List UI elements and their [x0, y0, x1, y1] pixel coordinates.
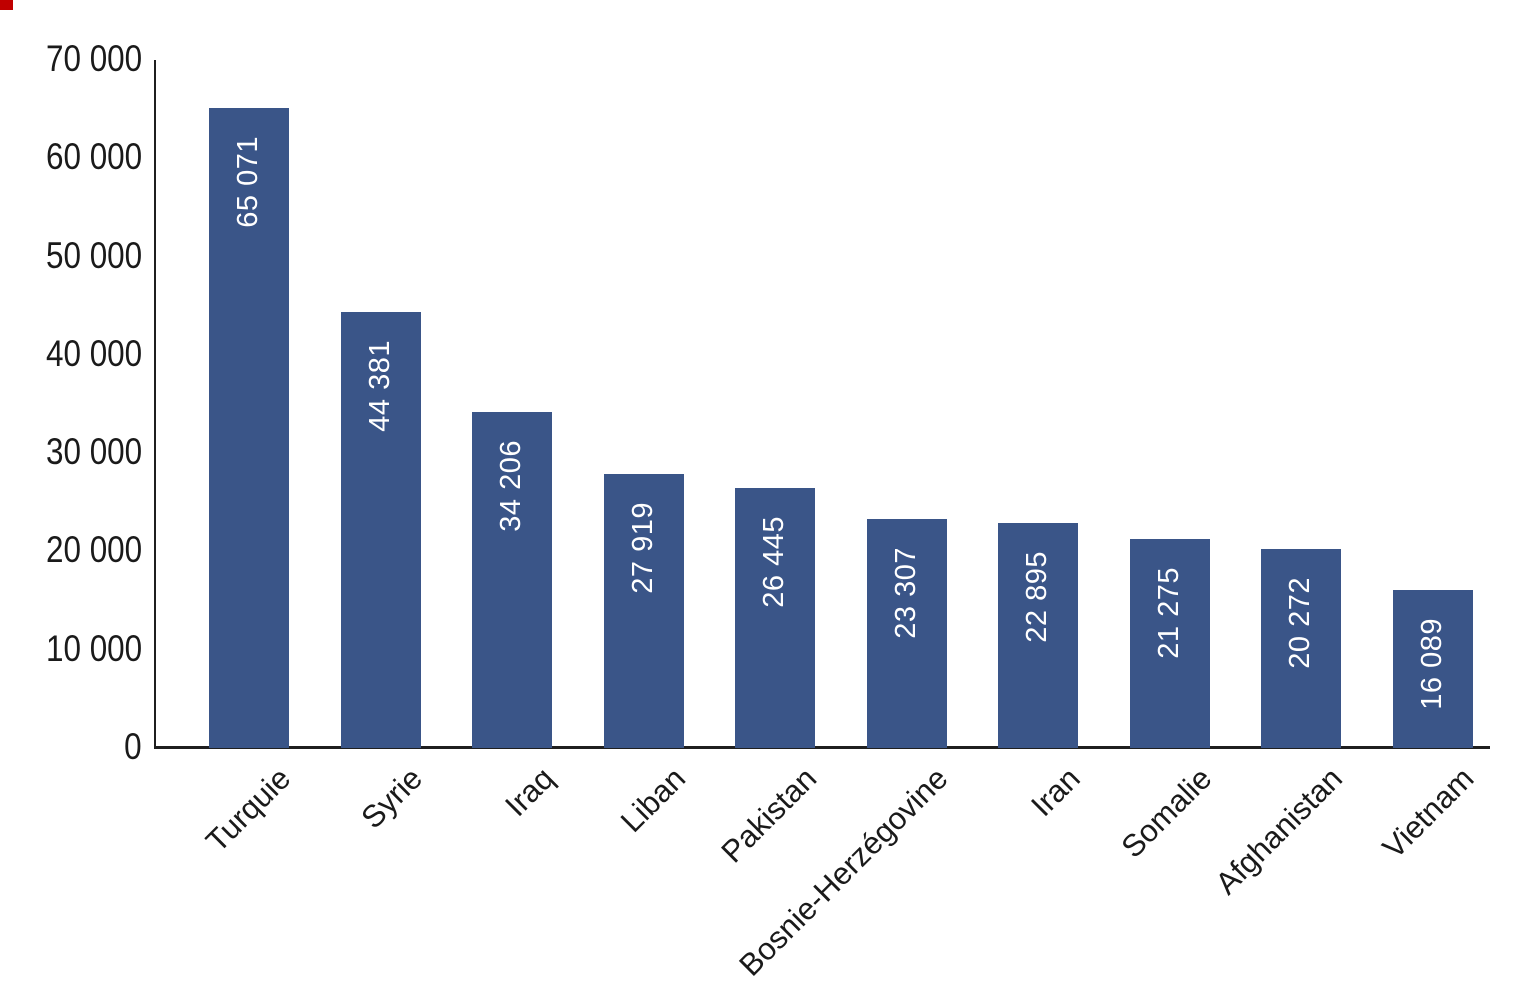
- bar-value-label: 27 919: [627, 502, 660, 594]
- y-axis-tick-label: 30 000: [0, 432, 142, 472]
- y-axis-line: [154, 60, 156, 749]
- bar-vietnam: 16 089: [1393, 590, 1473, 748]
- y-axis-tick-label: 50 000: [0, 234, 142, 276]
- y-axis-tick-label-text: 10 000: [45, 627, 142, 669]
- bar-iraq: 34 206: [472, 412, 552, 748]
- y-axis-tick-label-text: 0: [124, 726, 142, 767]
- y-axis-tick-label-text: 20 000: [45, 529, 142, 571]
- y-axis-tick-label: 40 000: [0, 332, 142, 374]
- x-axis-category-label: Iran: [1023, 760, 1087, 824]
- x-axis-category-label: Liban: [613, 760, 692, 839]
- y-axis-tick-label-text: 60 000: [45, 136, 142, 178]
- y-axis-tick-label: 0: [0, 727, 142, 767]
- y-axis-tick-label: 10 000: [0, 627, 142, 669]
- y-axis-tick-label-text: 30 000: [45, 431, 142, 473]
- bar-value-label: 16 089: [1416, 618, 1449, 710]
- bar-value-label: 65 071: [232, 136, 265, 228]
- bar-value-label: 34 206: [495, 440, 528, 532]
- bar-value-label: 23 307: [890, 547, 923, 639]
- x-axis-category-label: Vietnam: [1376, 760, 1481, 866]
- bar-liban: 27 919: [604, 474, 684, 748]
- x-axis-category-label: Iraq: [497, 760, 561, 824]
- y-axis-tick-label: 60 000: [0, 137, 142, 177]
- x-axis-category-label: Pakistan: [714, 760, 824, 870]
- y-axis-tick-label-text: 40 000: [45, 332, 142, 374]
- bar-syrie: 44 381: [341, 312, 421, 748]
- bar-somalie: 21 275: [1130, 539, 1210, 748]
- bar-value-label: 22 895: [1021, 551, 1054, 643]
- y-axis-tick-label-text: 70 000: [45, 38, 142, 79]
- bar-afghanistan: 20 272: [1261, 549, 1341, 748]
- bar-value-label: 21 275: [1153, 567, 1186, 659]
- corner-marker: [0, 0, 13, 10]
- bar-value-label: 44 381: [364, 340, 397, 432]
- y-axis-tick-label: 70 000: [0, 39, 142, 79]
- x-axis-category-label: Syrie: [354, 760, 429, 836]
- bar-iran: 22 895: [998, 523, 1078, 748]
- bar-bosnie-herzégovine: 23 307: [867, 519, 947, 748]
- x-axis-category-label: Somalie: [1113, 760, 1218, 865]
- bar-value-label: 20 272: [1284, 577, 1317, 669]
- bar-turquie: 65 071: [209, 108, 289, 748]
- x-axis-category-label: Turquie: [199, 760, 298, 859]
- x-axis-category-label: Afghanistan: [1208, 760, 1350, 902]
- y-axis-tick-label-text: 50 000: [45, 234, 142, 276]
- bar-value-label: 26 445: [758, 516, 791, 608]
- x-axis-line: [155, 746, 1490, 749]
- y-axis-tick-label: 20 000: [0, 530, 142, 570]
- bar-pakistan: 26 445: [735, 488, 815, 748]
